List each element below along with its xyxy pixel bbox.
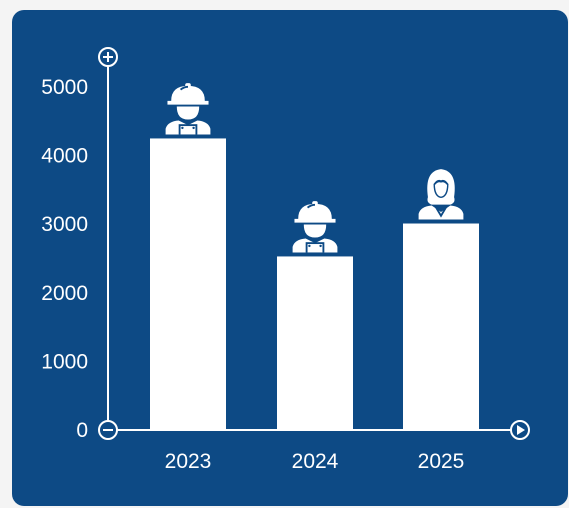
y-tick-label: 1000	[41, 350, 88, 373]
play-icon-triangle	[517, 425, 525, 435]
plus-circle-icon	[98, 47, 118, 67]
x-tick-label: 2025	[418, 450, 465, 473]
x-tick-label: 2023	[165, 450, 212, 473]
construction-worker-icon	[291, 200, 339, 253]
bar-2023	[150, 138, 226, 429]
bar-2024	[277, 256, 353, 429]
play-circle-icon	[510, 420, 530, 440]
x-tick-label: 2024	[292, 450, 339, 473]
plot-area: 0 1000 2000 3000 4000 5000 2023 2024 2025	[41, 47, 530, 473]
y-tick-label: 3000	[41, 213, 88, 236]
businesswoman-icon	[417, 168, 465, 220]
y-tick-label: 5000	[41, 76, 88, 99]
bar-2025	[403, 223, 479, 429]
y-tick-label: 0	[76, 419, 88, 442]
y-tick-label: 4000	[41, 145, 88, 168]
construction-worker-icon	[164, 82, 212, 135]
y-tick-label: 2000	[41, 282, 88, 305]
minus-circle-icon	[98, 420, 118, 440]
